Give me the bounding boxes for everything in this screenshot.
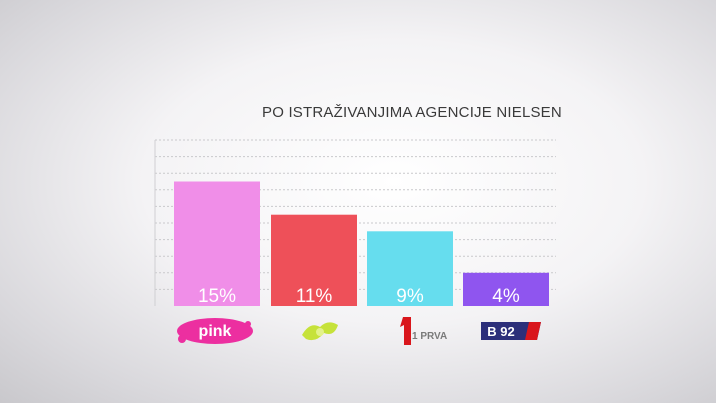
pink-logo-text: pink <box>199 323 232 340</box>
green-channel-logo <box>290 316 350 346</box>
value-label-1: 15% <box>198 286 236 307</box>
b92-logo-text: B 92 <box>487 324 514 339</box>
value-label-4: 4% <box>492 286 520 307</box>
prva-logo: 1 PRVA <box>395 316 455 346</box>
pink-logo: pink <box>170 316 260 346</box>
prva-logo-text: 1 PRVA <box>412 331 447 342</box>
b92-logo: B 92 <box>478 316 544 346</box>
bar-2 <box>271 214 357 306</box>
value-label-2: 11% <box>296 286 333 307</box>
bar-1 <box>174 181 260 306</box>
chart-title: PO ISTRAŽIVANJIMA AGENCIJE NIELSEN <box>262 104 562 121</box>
value-labels: 15% 11% 9% 4% <box>198 286 520 307</box>
bar-4 <box>463 272 549 306</box>
value-label-3: 9% <box>396 286 424 307</box>
bars <box>174 181 549 306</box>
bar-3 <box>367 231 453 306</box>
